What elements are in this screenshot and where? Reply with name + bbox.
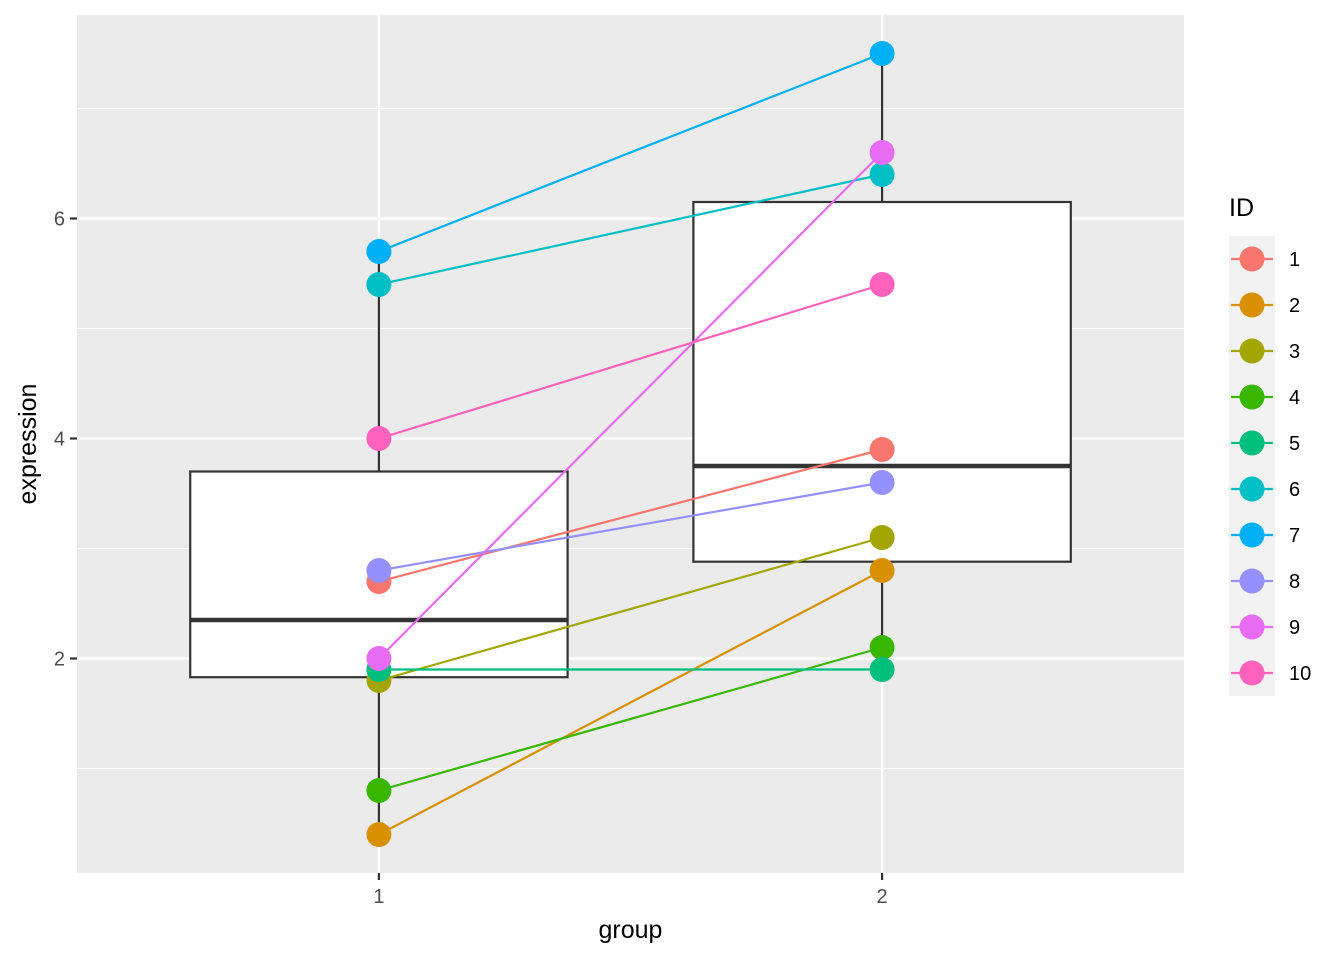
point-id-7-group-1 (366, 239, 392, 264)
y-axis: 2 4 6 (54, 209, 77, 671)
legend-key-point (1239, 522, 1265, 548)
series-line-id-9 (378, 151, 883, 660)
series-line-id-8 (378, 481, 883, 572)
boxplots (189, 53, 1072, 835)
series-line-id-2 (378, 569, 883, 836)
y-tick-label: 2 (54, 649, 65, 671)
series-line-id-7 (378, 52, 883, 253)
legend-item-id-1: 1 (1231, 246, 1300, 272)
legend-label: 2 (1289, 295, 1300, 317)
x-tick-label: 2 (877, 886, 888, 908)
legend-label: 8 (1289, 571, 1300, 593)
legend-item-id-9: 9 (1231, 614, 1300, 640)
series-line-id-4 (378, 646, 883, 792)
legend-label: 3 (1289, 341, 1300, 363)
series-line-id-6 (378, 173, 883, 286)
point-id-9-group-2 (869, 140, 895, 165)
point-id-4-group-1 (366, 778, 392, 803)
legend-item-id-6: 6 (1231, 476, 1300, 502)
point-id-6-group-1 (366, 272, 392, 297)
legend-label: 1 (1289, 249, 1300, 271)
box-body (692, 200, 1072, 563)
y-axis-title: expression (14, 384, 42, 505)
legend-item-id-7: 7 (1231, 522, 1300, 548)
legend-item-id-8: 8 (1231, 568, 1300, 594)
point-id-3-group-2 (869, 525, 895, 550)
legend-item-id-4: 4 (1231, 384, 1300, 410)
point-id-8-group-1 (366, 558, 392, 583)
legend-label: 4 (1289, 387, 1300, 409)
legend-key-point (1239, 430, 1265, 456)
point-id-8-group-2 (869, 470, 895, 495)
legend-label: 6 (1289, 479, 1300, 501)
legend-key-point (1239, 338, 1265, 364)
series-line-id-1 (378, 448, 883, 583)
y-tick-label: 6 (54, 209, 65, 231)
legend: ID 1 2 3 4 5 6 7 8 9 10 (1229, 194, 1311, 696)
point-id-1-group-2 (869, 437, 895, 462)
y-tick-label: 4 (54, 429, 65, 451)
series-lines (378, 52, 883, 836)
data-points (366, 41, 895, 847)
point-id-2-group-2 (869, 558, 895, 583)
legend-item-id-3: 3 (1231, 338, 1300, 364)
legend-item-id-10: 10 (1231, 660, 1311, 686)
legend-key-point (1239, 246, 1265, 272)
x-tick-label: 1 (373, 886, 384, 908)
point-id-10-group-2 (869, 272, 895, 297)
boxplot-group-2 (692, 53, 1072, 670)
legend-key-point (1239, 384, 1265, 410)
point-id-10-group-1 (366, 426, 392, 451)
legend-key-point (1239, 476, 1265, 502)
series-line-id-3 (378, 536, 883, 682)
legend-key-point (1239, 614, 1265, 640)
legend-item-id-5: 5 (1231, 430, 1300, 456)
point-id-6-group-2 (869, 162, 895, 187)
point-id-9-group-1 (366, 646, 392, 671)
legend-key-point (1239, 292, 1265, 318)
point-id-5-group-2 (869, 657, 895, 682)
point-id-4-group-2 (869, 635, 895, 660)
legend-item-id-2: 2 (1231, 292, 1300, 318)
x-axis-title: group (599, 916, 663, 944)
point-id-2-group-1 (366, 822, 392, 847)
legend-label: 5 (1289, 433, 1300, 455)
legend-key-point (1239, 568, 1265, 594)
legend-items: 1 2 3 4 5 6 7 8 9 10 (1231, 246, 1311, 686)
legend-key-point (1239, 660, 1265, 686)
legend-label: 10 (1289, 663, 1311, 685)
point-id-7-group-2 (869, 41, 895, 66)
legend-title: ID (1229, 194, 1254, 222)
legend-label: 7 (1289, 525, 1300, 547)
legend-label: 9 (1289, 617, 1300, 639)
series-line-id-10 (378, 283, 883, 440)
